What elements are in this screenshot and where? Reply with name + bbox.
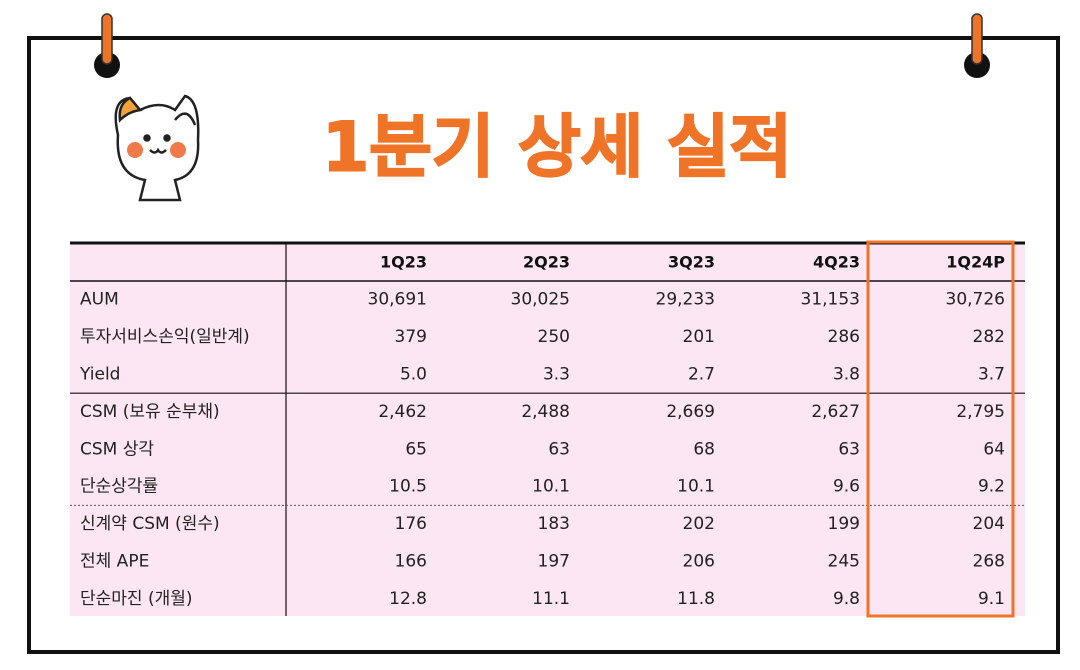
column-header: 1Q24P: [946, 253, 1005, 272]
cell-value: 3.7: [978, 365, 1005, 385]
row-label: 단순상각률: [80, 477, 158, 497]
row-label: CSM (보유 순부채): [80, 402, 220, 422]
cell-value: 206: [683, 552, 715, 572]
cell-value: 9.2: [978, 477, 1005, 497]
cell-value: 10.1: [677, 477, 715, 497]
row-label: 전체 APE: [80, 552, 149, 572]
column-header: 1Q23: [380, 253, 427, 272]
cell-value: 9.6: [833, 477, 860, 497]
cell-value: 282: [973, 327, 1005, 347]
cell-value: 9.8: [833, 589, 860, 609]
row-label: Yield: [79, 365, 120, 385]
cell-value: 11.8: [677, 589, 715, 609]
cell-value: 286: [828, 327, 860, 347]
cell-value: 11.1: [532, 589, 570, 609]
cell-value: 250: [538, 327, 570, 347]
row-label: CSM 상각: [80, 439, 154, 459]
column-header: 3Q23: [668, 253, 715, 272]
column-header: 4Q23: [813, 253, 860, 272]
cell-value: 3.3: [543, 365, 570, 385]
cell-value: 10.5: [389, 477, 427, 497]
cell-value: 5.0: [400, 365, 427, 385]
cell-value: 30,691: [368, 290, 427, 310]
cell-value: 12.8: [389, 589, 427, 609]
cell-value: 201: [683, 327, 715, 347]
cell-value: 10.1: [532, 477, 570, 497]
cell-value: 29,233: [656, 290, 715, 310]
cell-value: 2,488: [521, 402, 570, 422]
highlight-column: [866, 240, 1015, 618]
page-title: 1분기 상세 실적: [322, 109, 792, 188]
cell-value: 63: [838, 439, 860, 459]
results-table: 1Q23 2Q23 3Q23 4Q23 1Q24P AUM 30,691 30,025 29,2…: [70, 240, 1025, 618]
row-label: 단순마진 (개월): [80, 589, 193, 609]
cell-value: 2,669: [666, 402, 715, 422]
cell-value: 166: [395, 552, 427, 572]
cell-value: 379: [395, 327, 427, 347]
row-label: 신계약 CSM (원수): [80, 514, 220, 534]
cell-value: 68: [693, 439, 715, 459]
cell-value: 9.1: [978, 589, 1005, 609]
cell-value: 30,726: [946, 290, 1005, 310]
cell-value: 176: [395, 514, 427, 534]
row-label: 투자서비스손익(일반계): [80, 327, 250, 347]
cell-value: 183: [538, 514, 570, 534]
cell-value: 2,795: [956, 402, 1005, 422]
cell-value: 63: [548, 439, 570, 459]
cell-value: 268: [973, 552, 1005, 572]
pin-left: [94, 13, 120, 78]
cell-value: 2.7: [688, 365, 715, 385]
cell-value: 65: [405, 439, 427, 459]
cell-value: 199: [828, 514, 860, 534]
cell-value: 64: [983, 439, 1005, 459]
cell-value: 204: [973, 514, 1005, 534]
cell-value: 202: [683, 514, 715, 534]
cell-value: 245: [828, 552, 860, 572]
pin-right: [964, 13, 990, 78]
cell-value: 30,025: [511, 290, 570, 310]
cat-illustration: [114, 94, 200, 202]
cell-value: 2,462: [378, 402, 427, 422]
table-background: [70, 242, 1025, 616]
cell-value: 31,153: [801, 290, 860, 310]
cell-value: 2,627: [811, 402, 860, 422]
column-header: 2Q23: [523, 253, 570, 272]
cell-value: 197: [538, 552, 570, 572]
cell-value: 3.8: [833, 365, 860, 385]
row-label: AUM: [80, 290, 119, 310]
